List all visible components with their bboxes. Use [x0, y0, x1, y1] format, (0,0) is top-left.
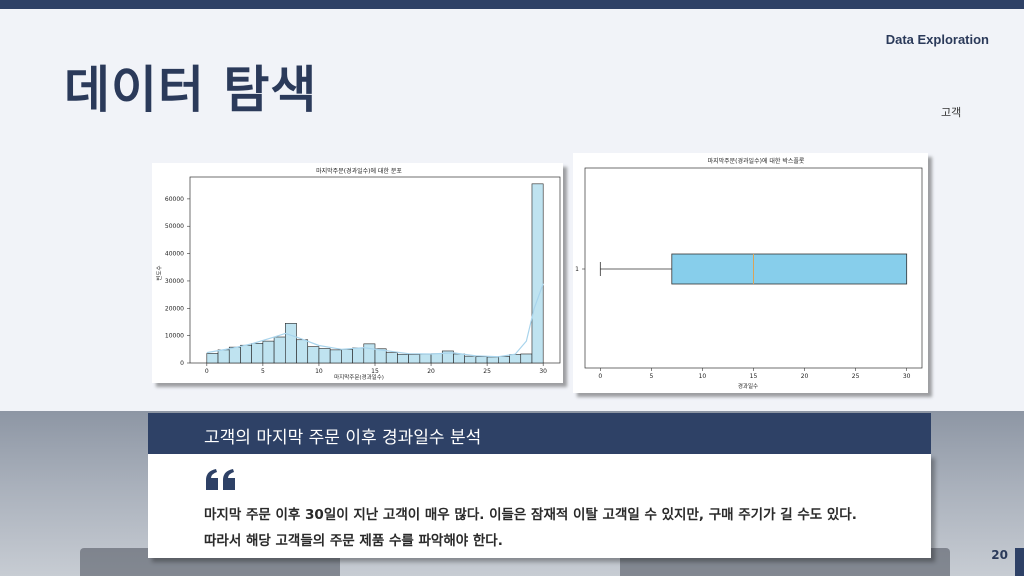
topic-tag: 고객: [941, 106, 962, 119]
page-number: 20: [991, 548, 1008, 562]
box-iqr: [671, 253, 908, 285]
histogram-bar: [385, 352, 398, 364]
histogram-bar: [329, 349, 342, 364]
y-tick-label: 0: [180, 360, 184, 367]
histogram-bar: [262, 340, 275, 364]
histogram-card: 마지막주문(경과일수)에 대한 분포 마지막주문(경과일수) 빈도수 0 5 10 1…: [152, 163, 563, 383]
quote-icon: [206, 469, 235, 490]
plot-frame: [189, 176, 561, 364]
histogram-bar: [419, 353, 432, 364]
kde-line: [206, 283, 544, 358]
x-tick-label: 5: [649, 373, 653, 380]
y-tick-label: 40000: [165, 251, 184, 258]
x-tick-label: 30: [539, 368, 547, 375]
histogram-bar: [240, 344, 252, 364]
histogram-bar: [498, 356, 510, 364]
x-tick-label: 5: [261, 368, 265, 375]
histogram-bar: [531, 183, 544, 364]
chart-title: 마지막주문(경과일수)에 대한 분포: [316, 167, 402, 175]
top-accent-bar: [0, 0, 1024, 9]
histogram-bar: [464, 355, 477, 364]
histogram-bar: [318, 348, 331, 364]
histogram-bar: [430, 353, 443, 364]
x-tick-label: 0: [205, 368, 209, 375]
y-tick-label: 1: [575, 266, 579, 273]
x-tick-label: 15: [750, 373, 758, 380]
x-tick-label: 25: [852, 373, 860, 380]
histogram-bar: [408, 354, 421, 364]
section-label: Data Exploration: [885, 32, 989, 47]
histogram-bar: [341, 349, 353, 364]
histogram-chart: 마지막주문(경과일수)에 대한 분포 마지막주문(경과일수) 빈도수 0 5 10 1…: [155, 167, 561, 381]
x-tick-label: 10: [315, 368, 323, 375]
histogram-bar: [486, 356, 499, 364]
x-tick-label: 20: [801, 373, 809, 380]
quote-line-2: 따라서 해당 고객들의 주문 제품 수를 파악해야 한다.: [204, 533, 503, 549]
x-tick-label: 25: [483, 368, 491, 375]
x-tick-label: 10: [699, 373, 707, 380]
analysis-banner: 고객의 마지막 주문 이후 경과일수 분석: [148, 413, 931, 454]
x-tick-label: 20: [427, 368, 435, 375]
y-tick-label: 30000: [165, 278, 184, 285]
page-tab: [1015, 548, 1024, 576]
x-tick-label: 30: [903, 373, 911, 380]
histogram-bar: [397, 353, 409, 364]
histogram-bar: [251, 343, 264, 364]
histogram-bar: [509, 354, 522, 364]
y-tick-label: 60000: [165, 196, 184, 203]
histogram-bar: [363, 343, 376, 364]
quote-card: 마지막 주문 이후 30일이 지난 고객이 매우 많다. 이들은 잠재적 이탈 …: [148, 454, 931, 558]
x-tick-label: 0: [598, 373, 602, 380]
histogram-bar: [352, 347, 365, 364]
y-tick-label: 20000: [165, 305, 184, 312]
histogram-bar: [228, 346, 241, 364]
boxplot-card: 마지막주문(경과일수)에 대한 박스플롯 경과일수 1 0 5 10 15 20 25 30: [573, 153, 928, 393]
x-axis-label: 마지막주문(경과일수): [334, 373, 384, 381]
boxplot-chart: 마지막주문(경과일수)에 대한 박스플롯 경과일수 10 5 10 15 20 25 30: [575, 157, 923, 390]
histogram-bar: [217, 349, 230, 364]
y-tick-label: 50000: [165, 223, 184, 230]
histogram-bar: [453, 353, 465, 364]
x-axis-label: 경과일수: [738, 382, 758, 390]
y-axis-label: 빈도수: [155, 265, 163, 280]
histogram-bar: [520, 353, 533, 364]
histogram-bar: [307, 346, 320, 364]
histogram-bar: [206, 353, 219, 364]
banner-title: 고객의 마지막 주문 이후 경과일수 분석: [204, 428, 482, 448]
y-tick-label: 10000: [165, 333, 184, 340]
chart-title: 마지막주문(경과일수)에 대한 박스플롯: [708, 157, 805, 165]
histogram-bar: [285, 323, 297, 364]
histogram-bar: [475, 356, 488, 364]
page-title: 데이터 탐색: [64, 61, 318, 119]
histogram-bar: [296, 339, 309, 364]
histogram-bar: [273, 336, 286, 364]
x-tick-label: 15: [371, 368, 379, 375]
quote-line-1: 마지막 주문 이후 30일이 지난 고객이 매우 많다. 이들은 잠재적 이탈 …: [204, 507, 857, 523]
